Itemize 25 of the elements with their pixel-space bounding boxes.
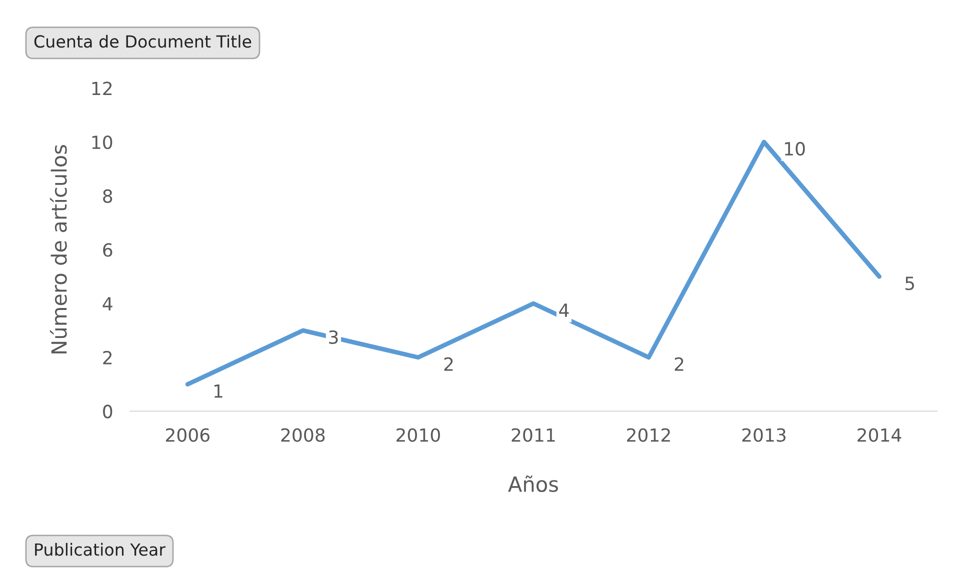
y-axis-title: Número de artículos xyxy=(50,145,67,354)
x-tick-label: 2008 xyxy=(281,428,325,442)
x-tick-label: 2014 xyxy=(858,428,902,442)
y-tick-label: 12 xyxy=(92,82,112,96)
data-label: 10 xyxy=(785,142,805,156)
data-label: 2 xyxy=(444,357,453,371)
y-tick-label: 8 xyxy=(103,189,112,203)
x-axis-title: Años xyxy=(508,476,558,492)
data-label: 5 xyxy=(905,276,914,290)
y-tick-label: 6 xyxy=(103,243,112,257)
x-tick-label: 2011 xyxy=(512,428,555,442)
data-label: 1 xyxy=(214,384,222,398)
x-tick-label: 2010 xyxy=(396,428,440,442)
x-tick-label: 2012 xyxy=(627,428,670,442)
y-tick-label: 0 xyxy=(103,404,112,418)
y-tick-label: 2 xyxy=(103,350,112,364)
text: Publication Year xyxy=(35,542,166,556)
x-tick-label: 2006 xyxy=(166,428,210,442)
x-tick-label: 2013 xyxy=(742,428,786,442)
data-label: 2 xyxy=(674,357,684,371)
text: Cuenta de Document Title xyxy=(34,34,252,48)
data-label: 3 xyxy=(329,330,338,344)
y-tick-label: 4 xyxy=(102,297,112,310)
data-label: 4 xyxy=(559,304,569,317)
y-tick-label: 10 xyxy=(92,135,112,150)
